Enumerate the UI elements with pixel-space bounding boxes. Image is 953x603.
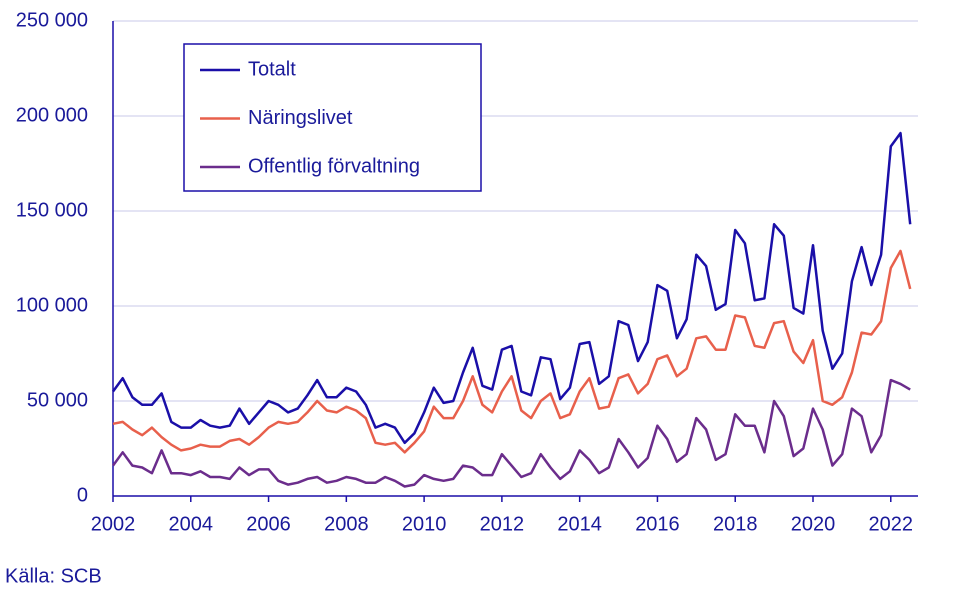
x-tick-label: 2006 xyxy=(246,513,291,535)
source: Källa: SCB xyxy=(5,565,102,587)
x-tick-label: 2002 xyxy=(91,513,136,535)
x-tick-label: 2004 xyxy=(169,513,214,535)
x-tick-label: 2020 xyxy=(791,513,836,535)
legend-label: Offentlig förvaltning xyxy=(248,155,420,177)
x-tick-label: 2014 xyxy=(557,513,602,535)
x-tick-label: 2012 xyxy=(480,513,525,535)
x-tick-label: 2010 xyxy=(402,513,447,535)
y-tick-label: 100 000 xyxy=(16,294,88,316)
y-tick-label: 150 000 xyxy=(16,199,88,221)
y-tick-label: 50 000 xyxy=(27,389,88,411)
series-line xyxy=(111,131,912,445)
x-tick-label: 2016 xyxy=(635,513,680,535)
series-line xyxy=(111,378,911,488)
x-tick-label: 2008 xyxy=(324,513,369,535)
y-tick-label: 0 xyxy=(77,484,88,506)
y-tick-label: 200 000 xyxy=(16,104,88,126)
legend-label: Näringslivet xyxy=(248,107,353,129)
x-tick-label: 2022 xyxy=(869,513,914,535)
series-line xyxy=(112,249,912,454)
x-tick-label: 2018 xyxy=(713,513,758,535)
legend-label: Totalt xyxy=(248,58,296,80)
y-tick-label: 250 000 xyxy=(16,9,88,31)
